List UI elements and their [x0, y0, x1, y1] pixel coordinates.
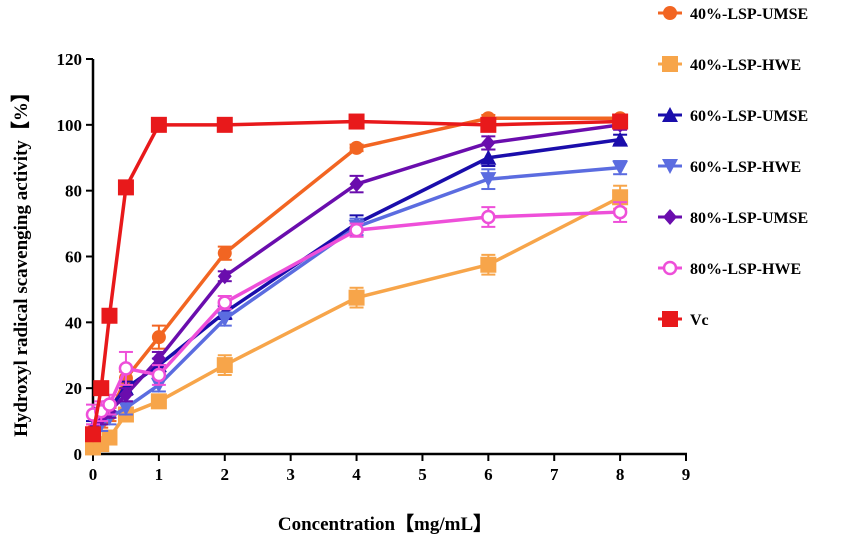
legend-label: 60%-LSP-UMSE — [690, 108, 808, 125]
legend-label: 40%-LSP-UMSE — [690, 6, 808, 23]
y-axis-title: Hydroxyl radical scavenging activity【%】 — [9, 83, 32, 437]
y-tick-label: 40 — [65, 313, 82, 332]
data-point — [117, 179, 134, 196]
legend-marker — [662, 159, 678, 174]
legend-marker — [662, 311, 678, 327]
legend-label: 80%-LSP-UMSE — [690, 210, 808, 227]
x-tick-label: 3 — [286, 465, 295, 484]
legend-item: Vc — [658, 311, 709, 329]
series-layer — [85, 111, 629, 456]
data-point — [102, 397, 117, 412]
legend: 40%-LSP-UMSE 40%-LSP-HWE 60%-LSP-UMSE 60%-L… — [658, 6, 808, 329]
data-point — [481, 134, 496, 151]
legend-item: 80%-LSP-UMSE — [658, 209, 808, 227]
legend-marker — [662, 56, 678, 72]
series-80-lsp-umse — [86, 116, 628, 443]
data-point — [150, 116, 167, 133]
data-point — [151, 350, 166, 367]
data-point — [151, 330, 166, 345]
data-point — [151, 367, 167, 383]
data-point — [117, 400, 134, 416]
data-point — [217, 268, 232, 285]
data-point — [93, 380, 110, 397]
y-tick-label: 60 — [65, 248, 82, 267]
data-point — [101, 429, 118, 446]
data-point — [480, 256, 497, 273]
data-point — [612, 131, 629, 147]
data-point — [216, 357, 233, 374]
legend-item: 60%-LSP-HWE — [658, 159, 801, 176]
data-point — [480, 172, 497, 188]
y-tick-label: 20 — [65, 379, 82, 398]
axes: 0 1 2 3 4 5 6 7 8 9 0 20 40 60 80 100 120 — [57, 50, 691, 484]
x-tick-label: 0 — [89, 465, 98, 484]
legend-label: Vc — [690, 312, 709, 329]
legend-item: 80%-LSP-HWE — [658, 260, 801, 278]
data-point — [85, 426, 101, 443]
data-point — [349, 176, 364, 193]
data-point — [216, 116, 233, 133]
series-line — [91, 116, 621, 433]
data-point — [612, 160, 629, 176]
legend-item: 40%-LSP-UMSE — [658, 6, 808, 23]
data-point — [348, 113, 365, 130]
data-point — [118, 386, 133, 403]
x-tick-label: 5 — [418, 465, 427, 484]
series-line — [91, 119, 621, 435]
legend-item: 60%-LSP-UMSE — [658, 107, 808, 125]
legend-marker — [663, 6, 677, 20]
data-point — [150, 393, 167, 410]
x-tick-label: 6 — [484, 465, 493, 484]
x-axis-title: Concentration【mg/mL】 — [278, 512, 492, 535]
x-tick-label: 9 — [682, 465, 691, 484]
series-vc — [85, 113, 629, 443]
x-tick-label: 7 — [550, 465, 559, 484]
y-tick-label: 120 — [57, 50, 83, 69]
legend-label: 80%-LSP-HWE — [690, 261, 801, 278]
y-tick-label: 100 — [57, 116, 83, 135]
x-tick-label: 8 — [616, 465, 625, 484]
legend-marker — [663, 209, 677, 225]
legend-item: 40%-LSP-HWE — [658, 56, 801, 74]
data-point — [480, 149, 497, 165]
data-point — [216, 312, 233, 328]
x-tick-label: 4 — [352, 465, 361, 484]
data-point — [480, 116, 497, 133]
legend-marker — [662, 107, 678, 122]
y-tick-label: 80 — [65, 182, 82, 201]
series-line — [91, 123, 621, 436]
data-point — [349, 222, 364, 238]
legend-marker — [662, 260, 678, 276]
legend-label: 60%-LSP-HWE — [690, 159, 801, 176]
data-point — [348, 289, 365, 306]
x-tick-label: 2 — [221, 465, 230, 484]
data-point — [217, 246, 232, 261]
data-point — [612, 204, 628, 220]
data-point — [217, 295, 233, 310]
x-tick-label: 1 — [155, 465, 164, 484]
data-point — [349, 140, 364, 155]
legend-label: 40%-LSP-HWE — [690, 57, 801, 74]
y-tick-label: 0 — [74, 445, 83, 464]
data-point — [612, 113, 629, 130]
data-point — [481, 209, 496, 225]
series-line — [92, 210, 621, 417]
series-40-lsp-umse — [86, 111, 628, 439]
data-point — [101, 307, 118, 324]
data-point — [118, 361, 134, 376]
